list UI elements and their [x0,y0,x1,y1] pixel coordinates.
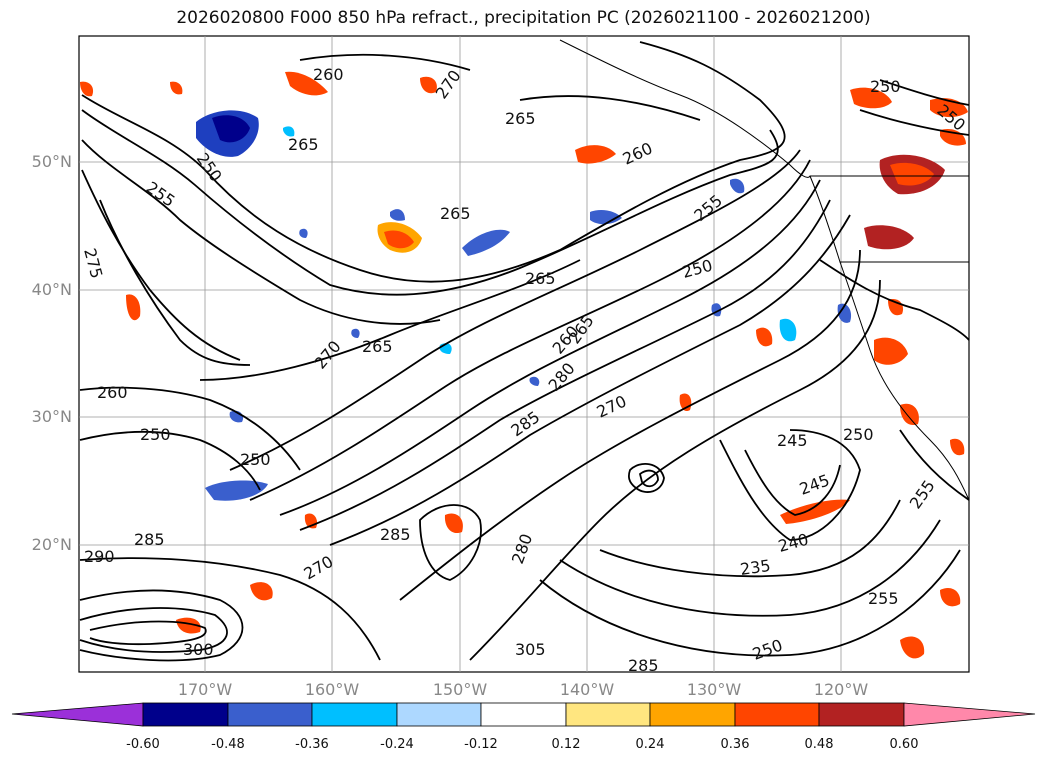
contour-label: 260 [313,65,344,84]
contour-label: 290 [84,547,115,566]
colorbar-segment [734,702,820,727]
contour-label: 250 [843,425,874,444]
colorbar-segment [142,702,229,727]
contour-label: 285 [380,525,411,544]
colorbar-segment [565,702,651,727]
refractivity-contours [79,41,970,662]
colorbar-segment [396,702,482,727]
lon-label: 140°W [559,680,615,699]
contour-label: 285 [134,530,165,549]
contour-label: 265 [525,269,556,288]
lat-label: 30°N [31,407,72,426]
colorbar-segment [480,702,567,727]
colorbar [11,702,1036,727]
lon-label: 170°W [177,680,233,699]
contour-label: 260 [97,383,128,402]
contour-label: 300 [183,640,214,659]
colorbar-segment [227,702,313,727]
contour-labels: 260 270 265 250 265 260 255 265 265 270 … [80,65,969,675]
colorbar-extend-low [11,702,144,727]
contour-label: 250 [140,425,171,444]
colorbar-tick: -0.24 [380,737,414,752]
lon-label: 130°W [686,680,742,699]
lat-label: 40°N [31,280,72,299]
contour-label: 245 [777,431,808,450]
colorbar-segment [311,702,398,727]
contour-label: 250 [240,450,271,469]
contour-label: 285 [628,656,659,675]
colorbar-tick: -0.12 [464,737,498,752]
contour-label: 265 [440,204,471,223]
lon-label: 160°W [304,680,360,699]
colorbar-extend-high [903,702,1036,727]
lon-label: 120°W [813,680,869,699]
map-title: 2026020800 F000 850 hPa refract., precip… [176,8,871,28]
contour-label: 305 [515,640,546,659]
colorbar-tick: 0.36 [720,737,750,752]
lat-label: 50°N [31,152,72,171]
colorbar-tick: 0.60 [889,737,919,752]
contour-label: 265 [288,135,319,154]
lon-label: 150°W [432,680,488,699]
contour-label: 250 [870,77,901,96]
colorbar-tick: -0.36 [295,737,329,752]
contour-label: 265 [505,109,536,128]
colorbar-tick: 0.48 [804,737,834,752]
colorbar-tick: -0.60 [126,737,160,752]
contour-label: 255 [868,589,899,608]
coastline [559,39,970,501]
colorbar-segment [818,702,905,727]
colorbar-segment [649,702,736,727]
colorbar-tick: 0.24 [635,737,665,752]
colorbar-tick: -0.48 [211,737,245,752]
contour-label: 265 [362,337,393,356]
colorbar-tick: 0.12 [551,737,581,752]
precip-shading [80,71,968,659]
lat-label: 20°N [31,535,72,554]
contour-label: 235 [739,556,772,579]
